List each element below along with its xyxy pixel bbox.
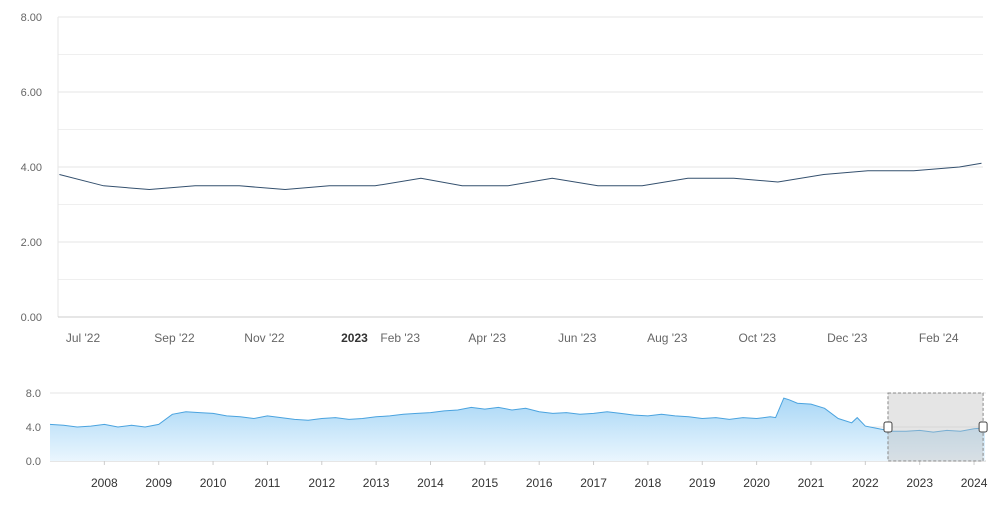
- navigator-series: [50, 398, 985, 461]
- x-tick-label: Feb '24: [919, 331, 959, 345]
- selection-window[interactable]: [888, 393, 983, 461]
- navigator-x-tick-label: 2021: [798, 476, 825, 490]
- navigator-y-axis-labels: 0.0 4.0 8.0: [26, 388, 41, 468]
- x-tick-label: Apr '23: [468, 331, 506, 345]
- navigator-x-tick-label: 2013: [363, 476, 390, 490]
- x-tick-label: Sep '22: [154, 331, 195, 345]
- navigator-x-tick-label: 2022: [852, 476, 879, 490]
- navigator-x-tick-label: 2023: [906, 476, 933, 490]
- navigator-y-tick-label: 8.0: [26, 388, 41, 400]
- navigator-y-tick-label: 4.0: [26, 422, 41, 434]
- selection-handle[interactable]: [884, 422, 892, 432]
- y-tick-label: 2.00: [21, 237, 42, 249]
- x-tick-label: 2023: [341, 331, 368, 345]
- navigator-x-tick-label: 2018: [635, 476, 662, 490]
- navigator-x-tick-label: 2010: [200, 476, 227, 490]
- y-tick-label: 4.00: [21, 162, 42, 174]
- main-x-axis-labels: Jul '22 Sep '22 Nov '22 2023 Feb '23 Apr '23 J…: [66, 331, 959, 345]
- navigator-x-tick-label: 2011: [255, 476, 281, 490]
- navigator-x-tick-label: 2016: [526, 476, 553, 490]
- x-tick-label: Jul '22: [66, 331, 101, 345]
- selection-handle[interactable]: [979, 422, 987, 432]
- navigator-x-tick-label: 2017: [580, 476, 607, 490]
- x-tick-label: Dec '23: [827, 331, 868, 345]
- x-tick-label: Oct '23: [738, 331, 776, 345]
- x-tick-label: Feb '23: [380, 331, 420, 345]
- navigator-x-tick-label: 2008: [91, 476, 118, 490]
- x-tick-label: Aug '23: [647, 331, 688, 345]
- navigator-x-tick-label: 2015: [471, 476, 498, 490]
- main-y-axis-labels: 0.00 2.00 4.00 6.00 8.00: [21, 12, 42, 324]
- navigator-y-tick-label: 0.0: [26, 456, 41, 468]
- navigator-x-tick-label: 2012: [308, 476, 335, 490]
- navigator-x-tick-label: 2020: [743, 476, 770, 490]
- navigator-range-selector[interactable]: [884, 393, 987, 461]
- navigator-x-tick-label: 2009: [145, 476, 172, 490]
- navigator-x-tick-label: 2014: [417, 476, 444, 490]
- navigator-x-tick-label: 2019: [689, 476, 716, 490]
- y-tick-label: 0.00: [21, 312, 42, 324]
- y-tick-label: 6.00: [21, 87, 42, 99]
- y-tick-label: 8.00: [21, 12, 42, 24]
- x-tick-label: Jun '23: [558, 331, 597, 345]
- main-gridlines: [58, 17, 983, 317]
- navigator-x-tick-label: 2024: [961, 476, 988, 490]
- navigator-x-axis-labels: 2008 2009 2010 2011 2012 2013 2014 2015 2016 2017…: [91, 461, 988, 490]
- navigator-area-fill: [50, 398, 985, 461]
- x-tick-label: Nov '22: [244, 331, 285, 345]
